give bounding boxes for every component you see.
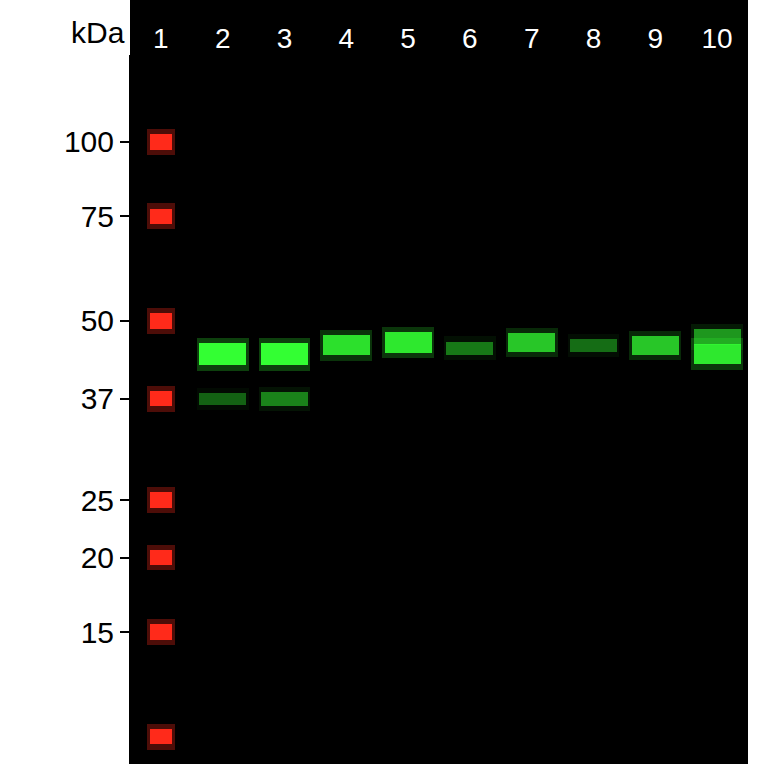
svg-text:25: 25 bbox=[81, 484, 114, 517]
svg-text:37: 37 bbox=[81, 382, 114, 415]
svg-text:50: 50 bbox=[81, 304, 114, 337]
svg-text:20: 20 bbox=[81, 541, 114, 574]
svg-text:75: 75 bbox=[81, 200, 114, 233]
svg-text:9: 9 bbox=[648, 23, 664, 54]
svg-text:10: 10 bbox=[702, 23, 733, 54]
svg-text:1: 1 bbox=[153, 23, 169, 54]
svg-text:6: 6 bbox=[462, 23, 478, 54]
svg-text:2: 2 bbox=[215, 23, 231, 54]
svg-text:15: 15 bbox=[81, 616, 114, 649]
svg-text:3: 3 bbox=[277, 23, 293, 54]
svg-text:kDa: kDa bbox=[71, 16, 125, 49]
svg-text:5: 5 bbox=[400, 23, 416, 54]
svg-text:100: 100 bbox=[64, 125, 114, 158]
svg-text:8: 8 bbox=[586, 23, 602, 54]
svg-text:4: 4 bbox=[339, 23, 355, 54]
svg-text:7: 7 bbox=[524, 23, 540, 54]
